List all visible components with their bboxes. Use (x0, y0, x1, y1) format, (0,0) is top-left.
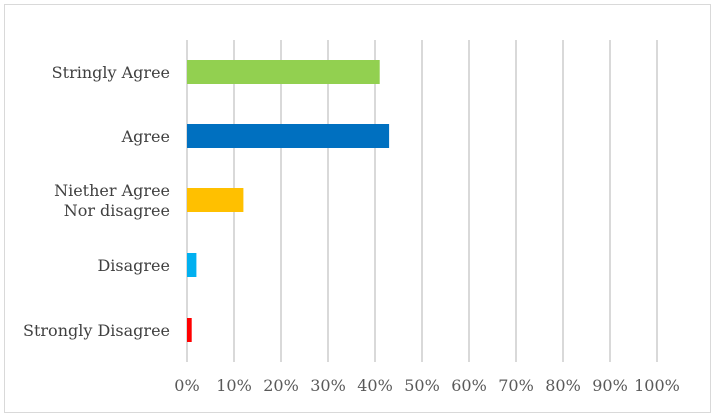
x-tick-label: 70% (498, 376, 534, 395)
x-tick-label: 40% (357, 376, 393, 395)
category-label: Strongly Disagree (23, 321, 170, 340)
category-label: Stringly Agree (52, 63, 170, 82)
x-tick-labels: 0% 10% 20% 30% 40% 50% 60% 70% 80% 90% 100% (174, 376, 680, 395)
category-label: Niether Agree (54, 181, 170, 200)
bar (187, 124, 390, 148)
x-tick-label: 80% (545, 376, 581, 395)
x-tick-label: 30% (310, 376, 346, 395)
x-tick-label: 60% (451, 376, 487, 395)
x-tick-label: 10% (216, 376, 252, 395)
bar (187, 253, 197, 277)
category-label: Agree (121, 127, 170, 146)
bar (187, 318, 192, 342)
bar (187, 188, 244, 212)
bars (187, 60, 390, 342)
category-label: Disagree (97, 256, 170, 275)
x-tick-label: 20% (263, 376, 299, 395)
grid-lines (186, 40, 658, 362)
x-tick-label: 0% (174, 376, 199, 395)
x-tick-label: 90% (592, 376, 628, 395)
bar (187, 60, 380, 84)
x-tick-label: 50% (404, 376, 440, 395)
category-label: Nor disagree (64, 201, 170, 220)
x-tick-label: 100% (634, 376, 680, 395)
